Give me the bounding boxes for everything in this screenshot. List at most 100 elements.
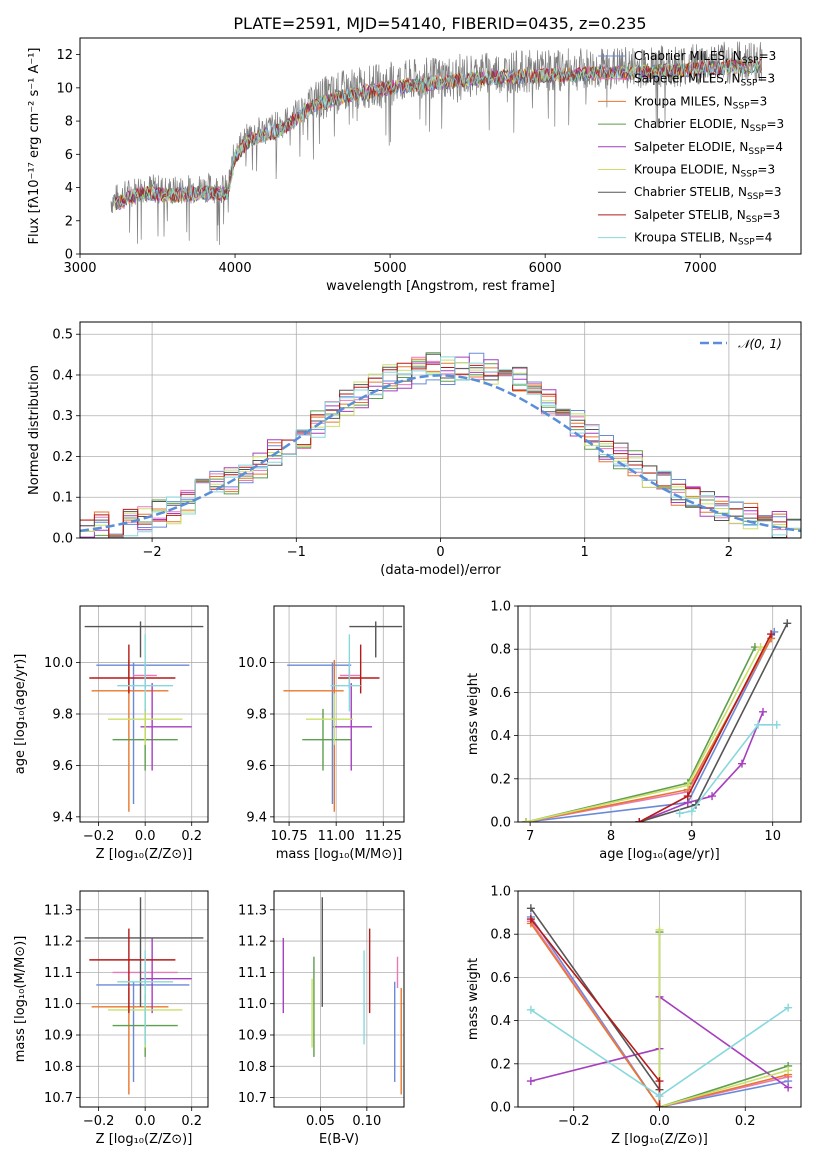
y-tick-label: 4 <box>65 181 73 196</box>
x-axis-label: Z [log₁₀(Z/Z⊙)] <box>96 847 193 862</box>
x-tick-label: 11.00 <box>318 829 355 844</box>
y-tick-label: 9.6 <box>52 759 73 774</box>
y-axis-label: Normed distribution <box>27 365 42 495</box>
y-tick-label: 2 <box>65 214 73 229</box>
legend-label: Kroupa ELODIE, NSSP=3 <box>634 163 775 180</box>
y-tick-label: 0.0 <box>490 1101 511 1116</box>
x-tick-label: −0.2 <box>83 829 115 844</box>
y-tick-label: 11.3 <box>238 903 267 918</box>
legend-label: Chabrier ELODIE, NSSP=3 <box>634 117 784 134</box>
y-tick-label: 0 <box>65 248 73 263</box>
weight-marker <box>767 630 776 639</box>
x-tick-label: 4000 <box>219 261 252 276</box>
y-axis-label: mass weight <box>466 958 481 1040</box>
weight-marker <box>784 1083 793 1092</box>
x-tick-label: −0.2 <box>83 1114 115 1129</box>
y-tick-label: 10.0 <box>44 656 73 671</box>
errorbar-plot <box>282 897 402 1095</box>
y-axis-label: mass [log₁₀(M/M⊙)] <box>13 936 28 1063</box>
x-tick-label: 7000 <box>684 261 717 276</box>
y-tick-label: 9.4 <box>52 810 73 825</box>
y-tick-label: 0.5 <box>52 328 73 343</box>
y-tick-label: 12 <box>56 48 73 63</box>
y-tick-label: 10 <box>56 81 73 96</box>
weight-marker <box>687 807 696 816</box>
y-tick-label: 0.8 <box>490 928 511 943</box>
spectrum-plot <box>110 41 763 245</box>
weight-marker <box>655 1077 664 1086</box>
y-tick-label: 0.6 <box>490 971 511 986</box>
y-axis-label: age [log₁₀(age/yr)] <box>13 654 28 775</box>
x-axis-label: Z [log₁₀(Z/Z⊙)] <box>611 1132 708 1147</box>
x-tick-label: 6000 <box>529 261 562 276</box>
weight-marker <box>683 792 692 801</box>
weight-marker <box>754 720 763 729</box>
y-tick-label: 8 <box>65 115 73 130</box>
weight-marker <box>675 809 684 818</box>
errorbar-plot <box>84 621 204 812</box>
weight-line <box>530 922 789 1107</box>
y-tick-label: 1.0 <box>490 885 511 900</box>
y-tick-label: 10.0 <box>238 656 267 671</box>
y-tick-label: 1.0 <box>490 600 511 615</box>
weight-line <box>639 622 789 822</box>
x-tick-label: 0.10 <box>352 1114 381 1129</box>
y-tick-label: 0.3 <box>52 409 73 424</box>
page-title: PLATE=2591, MJD=54140, FIBERID=0435, z=0… <box>233 14 646 33</box>
weight-marker <box>635 818 644 822</box>
weight-line <box>525 646 762 822</box>
charts-layer: 3000 4000 5000 6000 7000024681012wavelength … <box>13 37 802 1147</box>
legend-label: Kroupa MILES, NSSP=3 <box>634 94 767 111</box>
x-tick-label: 0.0 <box>649 1114 670 1129</box>
histogram-plot <box>80 352 801 538</box>
axes-frame <box>79 890 209 1108</box>
x-tick-label: 0 <box>436 545 444 560</box>
legend-label: Chabrier STELIB, NSSP=3 <box>634 185 782 202</box>
x-tick-label: 10 <box>764 829 781 844</box>
y-tick-label: 9.4 <box>246 810 267 825</box>
axes-frame <box>273 605 405 823</box>
x-tick-label: 7 <box>526 829 534 844</box>
x-tick-label: −0.2 <box>558 1114 590 1129</box>
x-tick-label: 0.2 <box>735 1114 756 1129</box>
weight-marker <box>772 720 781 729</box>
y-tick-label: 9.8 <box>246 708 267 723</box>
x-tick-label: 1 <box>581 545 589 560</box>
y-tick-label: 11.0 <box>238 997 267 1012</box>
weight-line <box>658 929 789 1107</box>
y-axis-label: mass weight <box>466 673 481 755</box>
y-tick-label: 11.3 <box>44 903 73 918</box>
x-tick-label: 9 <box>688 829 696 844</box>
y-tick-label: 9.8 <box>52 708 73 723</box>
weight-plot <box>526 904 793 1107</box>
axes-frame <box>517 890 802 1108</box>
axes-frame <box>79 321 802 539</box>
y-tick-label: 0.0 <box>52 532 73 547</box>
weight-marker <box>783 619 792 628</box>
weight-marker <box>655 925 664 934</box>
weight-line <box>530 916 789 1107</box>
weight-marker <box>526 1077 535 1086</box>
y-tick-label: 6 <box>65 148 73 163</box>
y-tick-label: 10.7 <box>238 1091 267 1106</box>
x-tick-label: 0.0 <box>135 1114 156 1129</box>
legend-label: Salpeter ELODIE, NSSP=4 <box>634 140 783 157</box>
weight-marker <box>683 781 692 790</box>
weight-marker <box>756 643 765 652</box>
normal-curve <box>80 374 801 533</box>
weight-plot <box>522 619 792 822</box>
legend-label: Chabrier MILES, NSSP=3 <box>634 49 776 66</box>
y-tick-label: 0.4 <box>52 368 73 383</box>
y-tick-label: 10.7 <box>44 1091 73 1106</box>
legend-label: Kroupa STELIB, NSSP=4 <box>634 231 772 248</box>
x-axis-label: (data-model)/error <box>380 563 501 578</box>
x-tick-label: −1 <box>287 545 306 560</box>
y-tick-label: 0.8 <box>490 643 511 658</box>
x-tick-label: 8 <box>607 829 615 844</box>
x-tick-label: 0.0 <box>135 829 156 844</box>
x-tick-label: 3000 <box>63 261 96 276</box>
x-tick-label: −2 <box>143 545 162 560</box>
weight-marker <box>655 1103 664 1107</box>
axes-frame <box>517 605 802 823</box>
